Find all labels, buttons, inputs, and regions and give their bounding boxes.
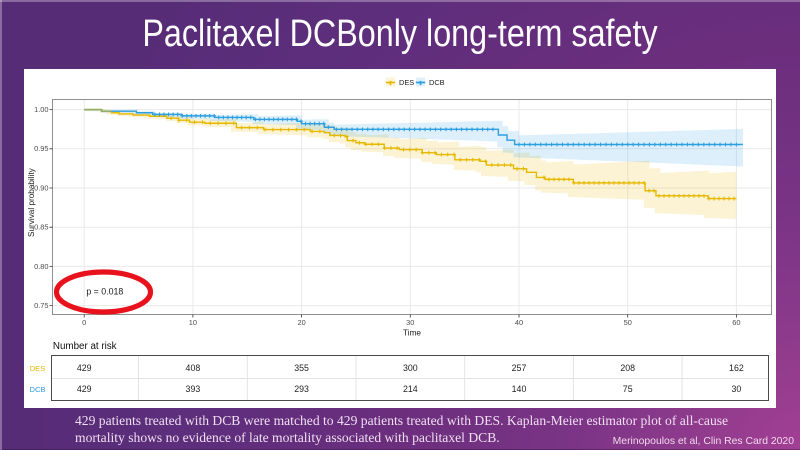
svg-text:1.00: 1.00 [34, 105, 48, 114]
svg-text:393: 393 [186, 384, 201, 394]
svg-text:DCB: DCB [429, 78, 445, 87]
svg-text:0.85: 0.85 [34, 223, 48, 232]
svg-text:0.95: 0.95 [34, 144, 48, 153]
svg-text:DES: DES [30, 364, 46, 373]
svg-text:20: 20 [297, 318, 305, 327]
svg-text:162: 162 [729, 363, 744, 373]
svg-text:p = 0.018: p = 0.018 [86, 287, 123, 297]
svg-text:429: 429 [77, 384, 92, 394]
svg-text:355: 355 [294, 363, 309, 373]
svg-text:429: 429 [77, 363, 92, 373]
svg-text:408: 408 [186, 363, 201, 373]
svg-text:0.80: 0.80 [34, 262, 48, 271]
svg-text:Survival probability: Survival probability [27, 167, 36, 237]
svg-text:60: 60 [732, 318, 740, 327]
svg-text:257: 257 [512, 363, 527, 373]
svg-text:DCB: DCB [29, 385, 45, 394]
svg-text:Number at risk: Number at risk [53, 341, 117, 352]
svg-text:50: 50 [624, 318, 632, 327]
svg-text:0.75: 0.75 [34, 301, 48, 310]
svg-text:10: 10 [189, 318, 197, 327]
svg-text:30: 30 [406, 318, 414, 327]
svg-text:Time: Time [403, 329, 421, 338]
svg-text:293: 293 [294, 384, 309, 394]
svg-text:DES: DES [399, 78, 414, 87]
svg-text:0: 0 [82, 318, 86, 327]
svg-text:75: 75 [623, 384, 633, 394]
svg-text:0.90: 0.90 [34, 183, 48, 192]
svg-text:208: 208 [620, 363, 635, 373]
svg-text:140: 140 [512, 384, 527, 394]
svg-text:300: 300 [403, 363, 418, 373]
svg-text:214: 214 [403, 384, 418, 394]
svg-text:40: 40 [515, 318, 523, 327]
svg-text:30: 30 [732, 384, 742, 394]
